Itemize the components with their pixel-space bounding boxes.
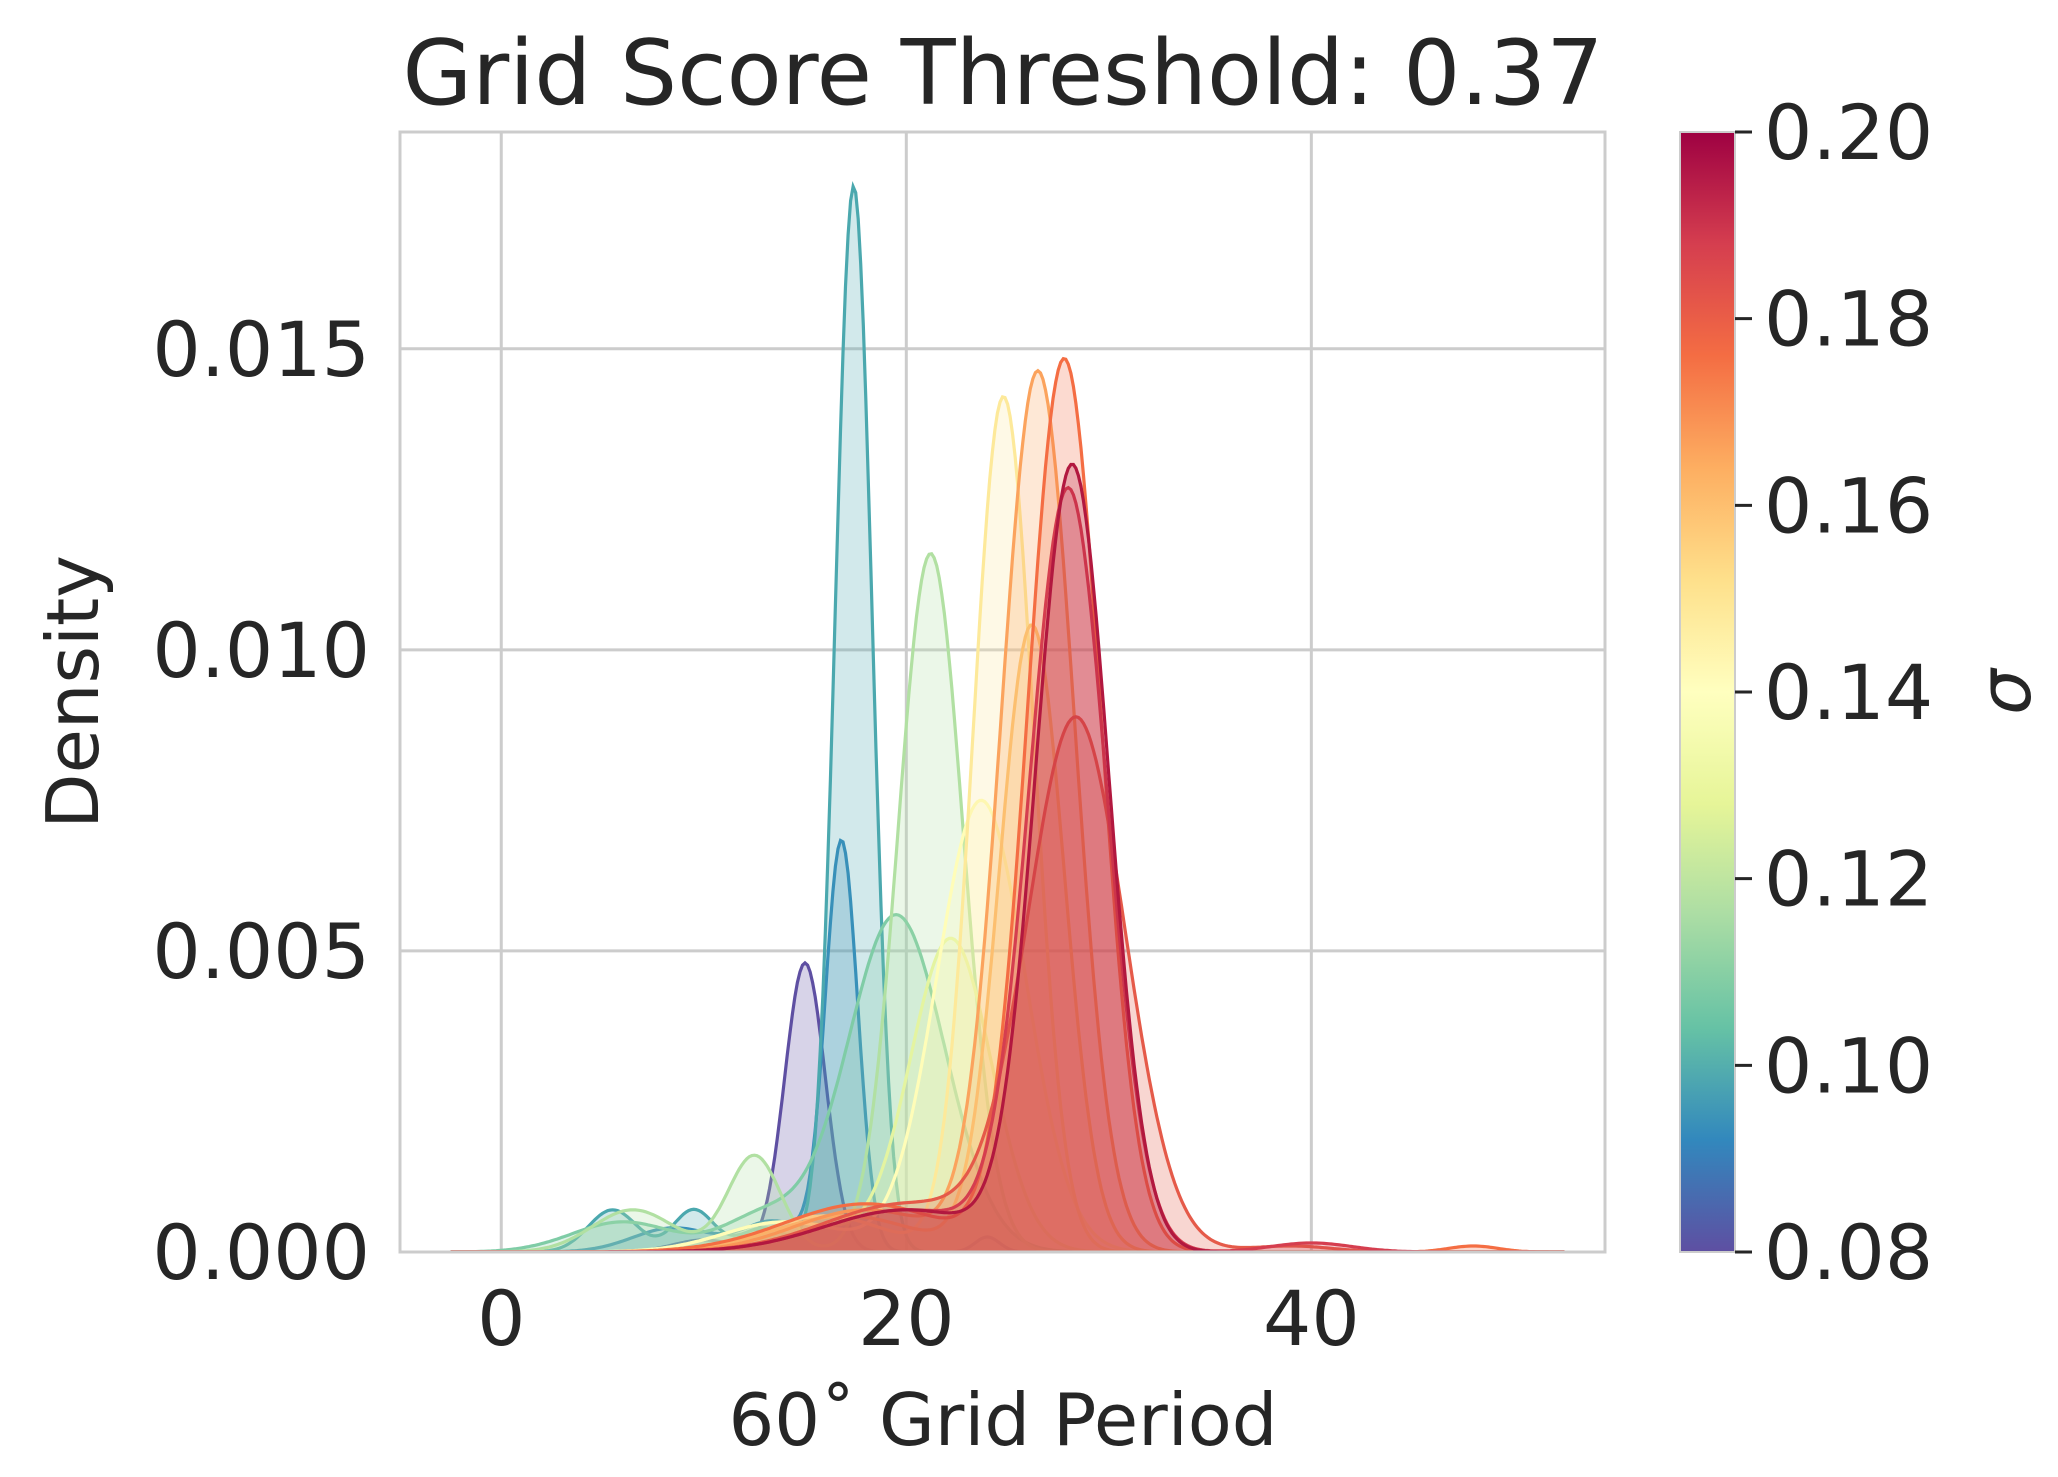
y-tick-label: 0.000 — [152, 1208, 370, 1297]
density-series — [450, 552, 1565, 1252]
colorbar — [1679, 131, 1736, 1253]
x-tick-label: 20 — [858, 1274, 955, 1363]
series-layer — [450, 181, 1565, 1252]
colorbar-tick-label: 0.12 — [1764, 835, 1933, 924]
colorbar-tick-label: 0.10 — [1764, 1021, 1933, 1110]
density-area — [450, 464, 1565, 1252]
colorbar-tick-label: 0.20 — [1764, 88, 1933, 177]
density-line — [450, 181, 1565, 1252]
density-line — [450, 552, 1565, 1252]
colorbar-label: σ — [1963, 667, 2047, 715]
y-tick-label: 0.005 — [152, 907, 370, 996]
density-area — [450, 625, 1565, 1252]
plot-frame — [398, 130, 1607, 1254]
x-tick-label: 40 — [1263, 1274, 1360, 1363]
density-line — [450, 912, 1565, 1252]
density-area — [450, 487, 1565, 1252]
density-area — [450, 370, 1565, 1252]
density-area — [450, 938, 1565, 1252]
x-axis-label: 60˚ Grid Period — [729, 1378, 1278, 1462]
x-tick-labels: 0 20 40 — [477, 1274, 1360, 1363]
density-line — [450, 838, 1565, 1252]
colorbar-tick-label: 0.16 — [1764, 461, 1933, 550]
y-axis-label: Density — [31, 555, 115, 829]
density-area — [450, 396, 1565, 1252]
y-tick-label: 0.015 — [152, 305, 370, 394]
colorbar-tick-label: 0.18 — [1764, 275, 1933, 364]
x-tick-label: 0 — [477, 1274, 525, 1363]
density-area — [450, 716, 1565, 1252]
colorbar-tick-label: 0.08 — [1764, 1208, 1933, 1297]
y-tick-label: 0.010 — [152, 606, 370, 695]
density-series — [450, 912, 1565, 1252]
y-tick-labels: 0.000 0.005 0.010 0.015 — [152, 305, 370, 1297]
density-series — [450, 181, 1565, 1252]
colorbar-ticks: 0.08 0.10 0.12 0.14 0.16 0.18 0.20 — [1735, 88, 1933, 1297]
density-series — [450, 838, 1565, 1252]
chart-title: Grid Score Threshold: 0.37 — [402, 21, 1603, 126]
colorbar-tick-label: 0.14 — [1764, 648, 1933, 737]
